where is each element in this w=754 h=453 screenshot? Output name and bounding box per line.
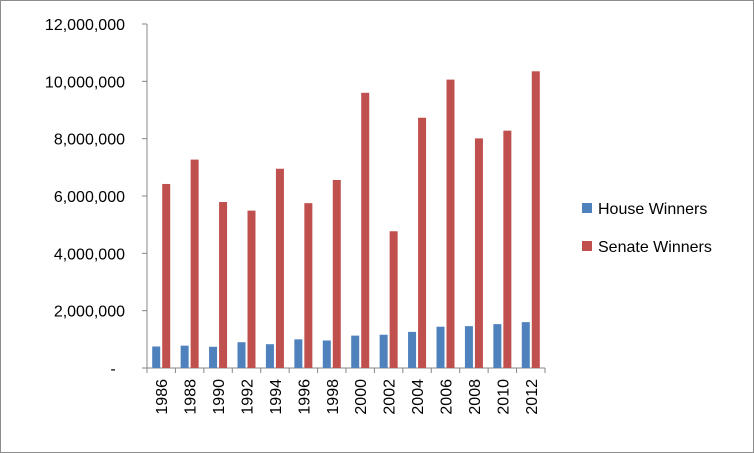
house-winners-bar-1998 <box>322 340 331 368</box>
y-tick-label: 8,000,000 <box>54 132 125 149</box>
house-winners-bar-1986 <box>152 346 161 368</box>
senate-winners-bar-2010 <box>503 130 512 368</box>
x-tick-label: 2000 <box>353 379 370 415</box>
x-tick-label: 1990 <box>211 379 228 415</box>
x-tick-label: 2002 <box>382 379 399 415</box>
x-axis-ticks: 1986 1988 1990 1992 1994 1996 1998 2000 2002 2004… <box>146 368 546 415</box>
x-tick-label: 2008 <box>467 379 484 415</box>
senate-winners-bar-2006 <box>446 79 455 368</box>
legend-swatch-house-winners <box>582 203 592 213</box>
x-tick-label: 1986 <box>154 379 171 415</box>
bars <box>152 71 540 369</box>
x-tick-label: 1992 <box>240 379 257 415</box>
senate-winners-bar-1992 <box>247 210 256 368</box>
legend-label-house-winners: House Winners <box>598 201 707 218</box>
house-winners-bar-2010 <box>493 324 502 368</box>
house-winners-bar-2006 <box>436 326 445 368</box>
house-winners-bar-2000 <box>351 335 360 368</box>
senate-winners-bar-2002 <box>389 231 398 368</box>
senate-winners-bar-1994 <box>275 168 284 368</box>
x-tick-label: 2010 <box>495 379 512 415</box>
senate-winners-bar-2004 <box>418 117 427 369</box>
senate-winners-bar-1996 <box>304 203 313 368</box>
x-tick-label: 2004 <box>410 379 427 415</box>
y-tick-label: 6,000,000 <box>54 189 125 206</box>
y-axis-ticks: - 2,000,000 4,000,000 6,000,000 8,000,000 10,… <box>45 17 147 378</box>
y-tick-label: 4,000,000 <box>54 246 125 263</box>
x-tick-label: 1998 <box>325 379 342 415</box>
house-winners-bar-2004 <box>408 331 417 368</box>
senate-winners-bar-1986 <box>162 183 171 368</box>
x-tick-label: 1994 <box>268 379 285 415</box>
house-winners-bar-1990 <box>209 346 218 368</box>
y-tick-label: 12,000,000 <box>45 17 125 34</box>
house-winners-bar-1988 <box>180 345 189 368</box>
x-tick-label: 1988 <box>183 379 200 415</box>
senate-winners-bar-1988 <box>190 159 199 368</box>
senate-winners-bar-2008 <box>474 138 483 368</box>
senate-winners-bar-1990 <box>219 202 228 368</box>
x-tick-label: 2012 <box>524 379 541 415</box>
y-tick-label: - <box>110 361 115 378</box>
house-winners-bar-2012 <box>521 322 530 368</box>
legend: House Winners Senate Winners <box>582 201 712 256</box>
legend-swatch-senate-winners <box>582 241 592 251</box>
senate-winners-bar-2000 <box>361 92 370 369</box>
house-winners-bar-1996 <box>294 339 303 368</box>
y-tick-label: 10,000,000 <box>45 74 125 91</box>
legend-label-senate-winners: Senate Winners <box>598 239 712 256</box>
y-tick-label: 2,000,000 <box>54 304 125 321</box>
x-tick-label: 1996 <box>296 379 313 415</box>
house-winners-bar-2008 <box>464 326 473 368</box>
house-winners-bar-1992 <box>237 342 246 368</box>
x-tick-label: 2006 <box>439 379 456 415</box>
senate-winners-bar-1998 <box>332 179 341 368</box>
senate-winners-bar-2012 <box>531 71 540 369</box>
house-winners-bar-2002 <box>379 334 388 368</box>
house-winners-bar-1994 <box>265 344 274 368</box>
axes <box>146 24 545 369</box>
